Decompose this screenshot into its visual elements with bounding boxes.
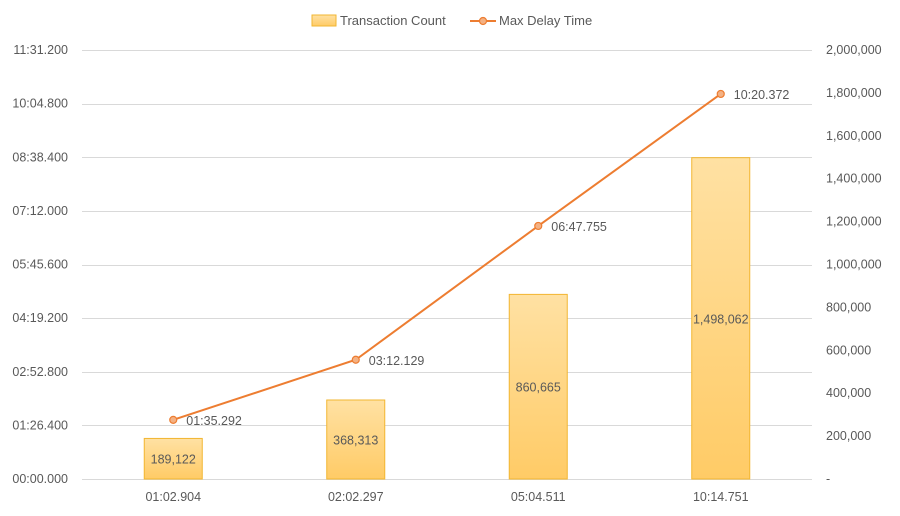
bar-data-label: 860,665: [516, 381, 561, 395]
x-tick-label: 05:04.511: [511, 490, 566, 504]
delay-data-label: 03:12.129: [369, 354, 425, 368]
delay-data-label: 06:47.755: [551, 220, 607, 234]
legend-label-max-delay-time: Max Delay Time: [499, 13, 592, 28]
delay-point: [351, 355, 360, 364]
delay-line: [172, 93, 722, 421]
delay-data-label: 01:35.292: [186, 414, 242, 428]
y-left-tick-label: 10:04.800: [12, 97, 68, 111]
legend-label-transaction-count: Transaction Count: [340, 13, 446, 28]
y-left-tick-label: 00:00.000: [12, 472, 68, 486]
x-tick-label: 10:14.751: [693, 490, 749, 504]
y-right-tick-label: 1,800,000: [826, 86, 882, 100]
y-right-tick-label: 1,000,000: [826, 258, 882, 272]
x-tick-label: 02:02.297: [328, 490, 384, 504]
y-right-tick-label: 600,000: [826, 343, 871, 357]
y-left-tick-label: 07:12.000: [12, 204, 68, 218]
y-right-tick-label: 1,200,000: [826, 215, 882, 229]
bar-data-label: 1,498,062: [693, 312, 749, 326]
y-right-tick-label: 1,600,000: [826, 129, 882, 143]
y-left-tick-label: 01:26.400: [12, 418, 68, 432]
y-right-tick-label: 2,000,000: [826, 43, 882, 57]
bar-data-label: 189,122: [151, 453, 196, 467]
y-left-tick-label: 11:31.200: [13, 43, 68, 57]
x-tick-label: 01:02.904: [145, 490, 201, 504]
bar: [143, 437, 203, 480]
y-left-tick-label: 04:19.200: [12, 311, 68, 325]
y-left-tick-label: 02:52.800: [12, 365, 68, 379]
delay-point: [169, 415, 178, 424]
bar: [508, 293, 568, 480]
y-right-tick-label: -: [826, 472, 830, 486]
delay-point: [534, 221, 543, 231]
y-right-tick-label: 200,000: [826, 429, 871, 443]
y-left-tick-label: 08:38.400: [12, 150, 68, 164]
bar: [691, 157, 751, 480]
legend-swatch-marker: [478, 16, 488, 26]
y-right-tick-label: 1,400,000: [826, 172, 882, 186]
bar-data-label: 368,313: [333, 433, 378, 447]
y-left-tick-label: 05:45.600: [12, 258, 68, 272]
y-right-tick-label: 400,000: [826, 386, 871, 400]
bar: [326, 399, 386, 480]
y-right-tick-label: 800,000: [826, 300, 871, 314]
delay-point: [716, 89, 725, 99]
legend-swatch-bar: [311, 14, 337, 27]
delay-data-label: 10:20.372: [734, 88, 790, 102]
